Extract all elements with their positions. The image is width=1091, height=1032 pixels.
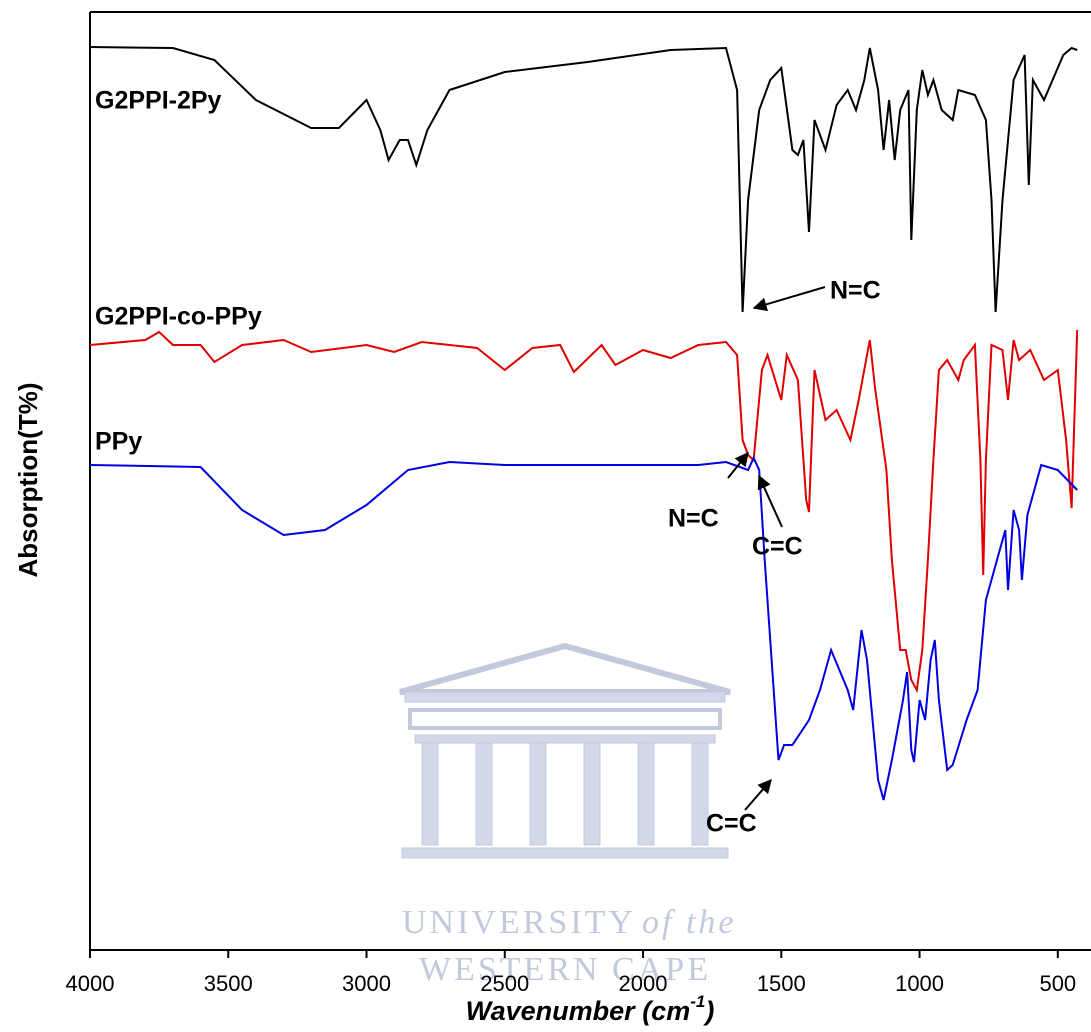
- series-label: PPy: [95, 428, 142, 456]
- x-tick-label: 500: [1039, 971, 1076, 996]
- spectrum-line: [89, 455, 1078, 801]
- annotation-arrow: [752, 286, 826, 312]
- x-axis-label-end: ): [702, 996, 714, 1026]
- x-tick-label: 1500: [757, 971, 806, 996]
- watermark-text: WESTERN CAPE: [419, 951, 711, 988]
- watermark-text: UNIVERSITY: [402, 904, 636, 941]
- x-tick-label: 3000: [342, 971, 391, 996]
- annotation: C=C: [752, 533, 803, 561]
- annotation-arrow: [744, 778, 772, 811]
- watermark-text: of the: [642, 904, 736, 941]
- x-axis-label-main: Wavenumber (cm: [466, 996, 691, 1026]
- series-label: G2PPI-co-PPy: [95, 303, 262, 331]
- annotation: N=C: [830, 277, 881, 305]
- spectrum-line: [89, 46, 1078, 313]
- series-label: G2PPI-2Py: [95, 87, 222, 115]
- annotation-arrow: [757, 474, 783, 528]
- annotation-arrow: [727, 451, 749, 479]
- spectrum-line: [89, 329, 1079, 694]
- annotation: N=C: [668, 505, 719, 533]
- annotation: C=C: [706, 810, 757, 838]
- x-axis-label: Wavenumber (cm-1): [466, 992, 715, 1026]
- x-axis-label-sup: -1: [690, 992, 705, 1011]
- y-axis-label: Absorption(T%): [13, 383, 43, 578]
- x-tick-label: 4000: [66, 971, 115, 996]
- watermark-building: [399, 642, 731, 859]
- x-tick-label: 2500: [480, 971, 529, 996]
- x-tick-label: 1000: [895, 971, 944, 996]
- x-tick-label: 3500: [204, 971, 253, 996]
- x-tick-label: 2000: [619, 971, 668, 996]
